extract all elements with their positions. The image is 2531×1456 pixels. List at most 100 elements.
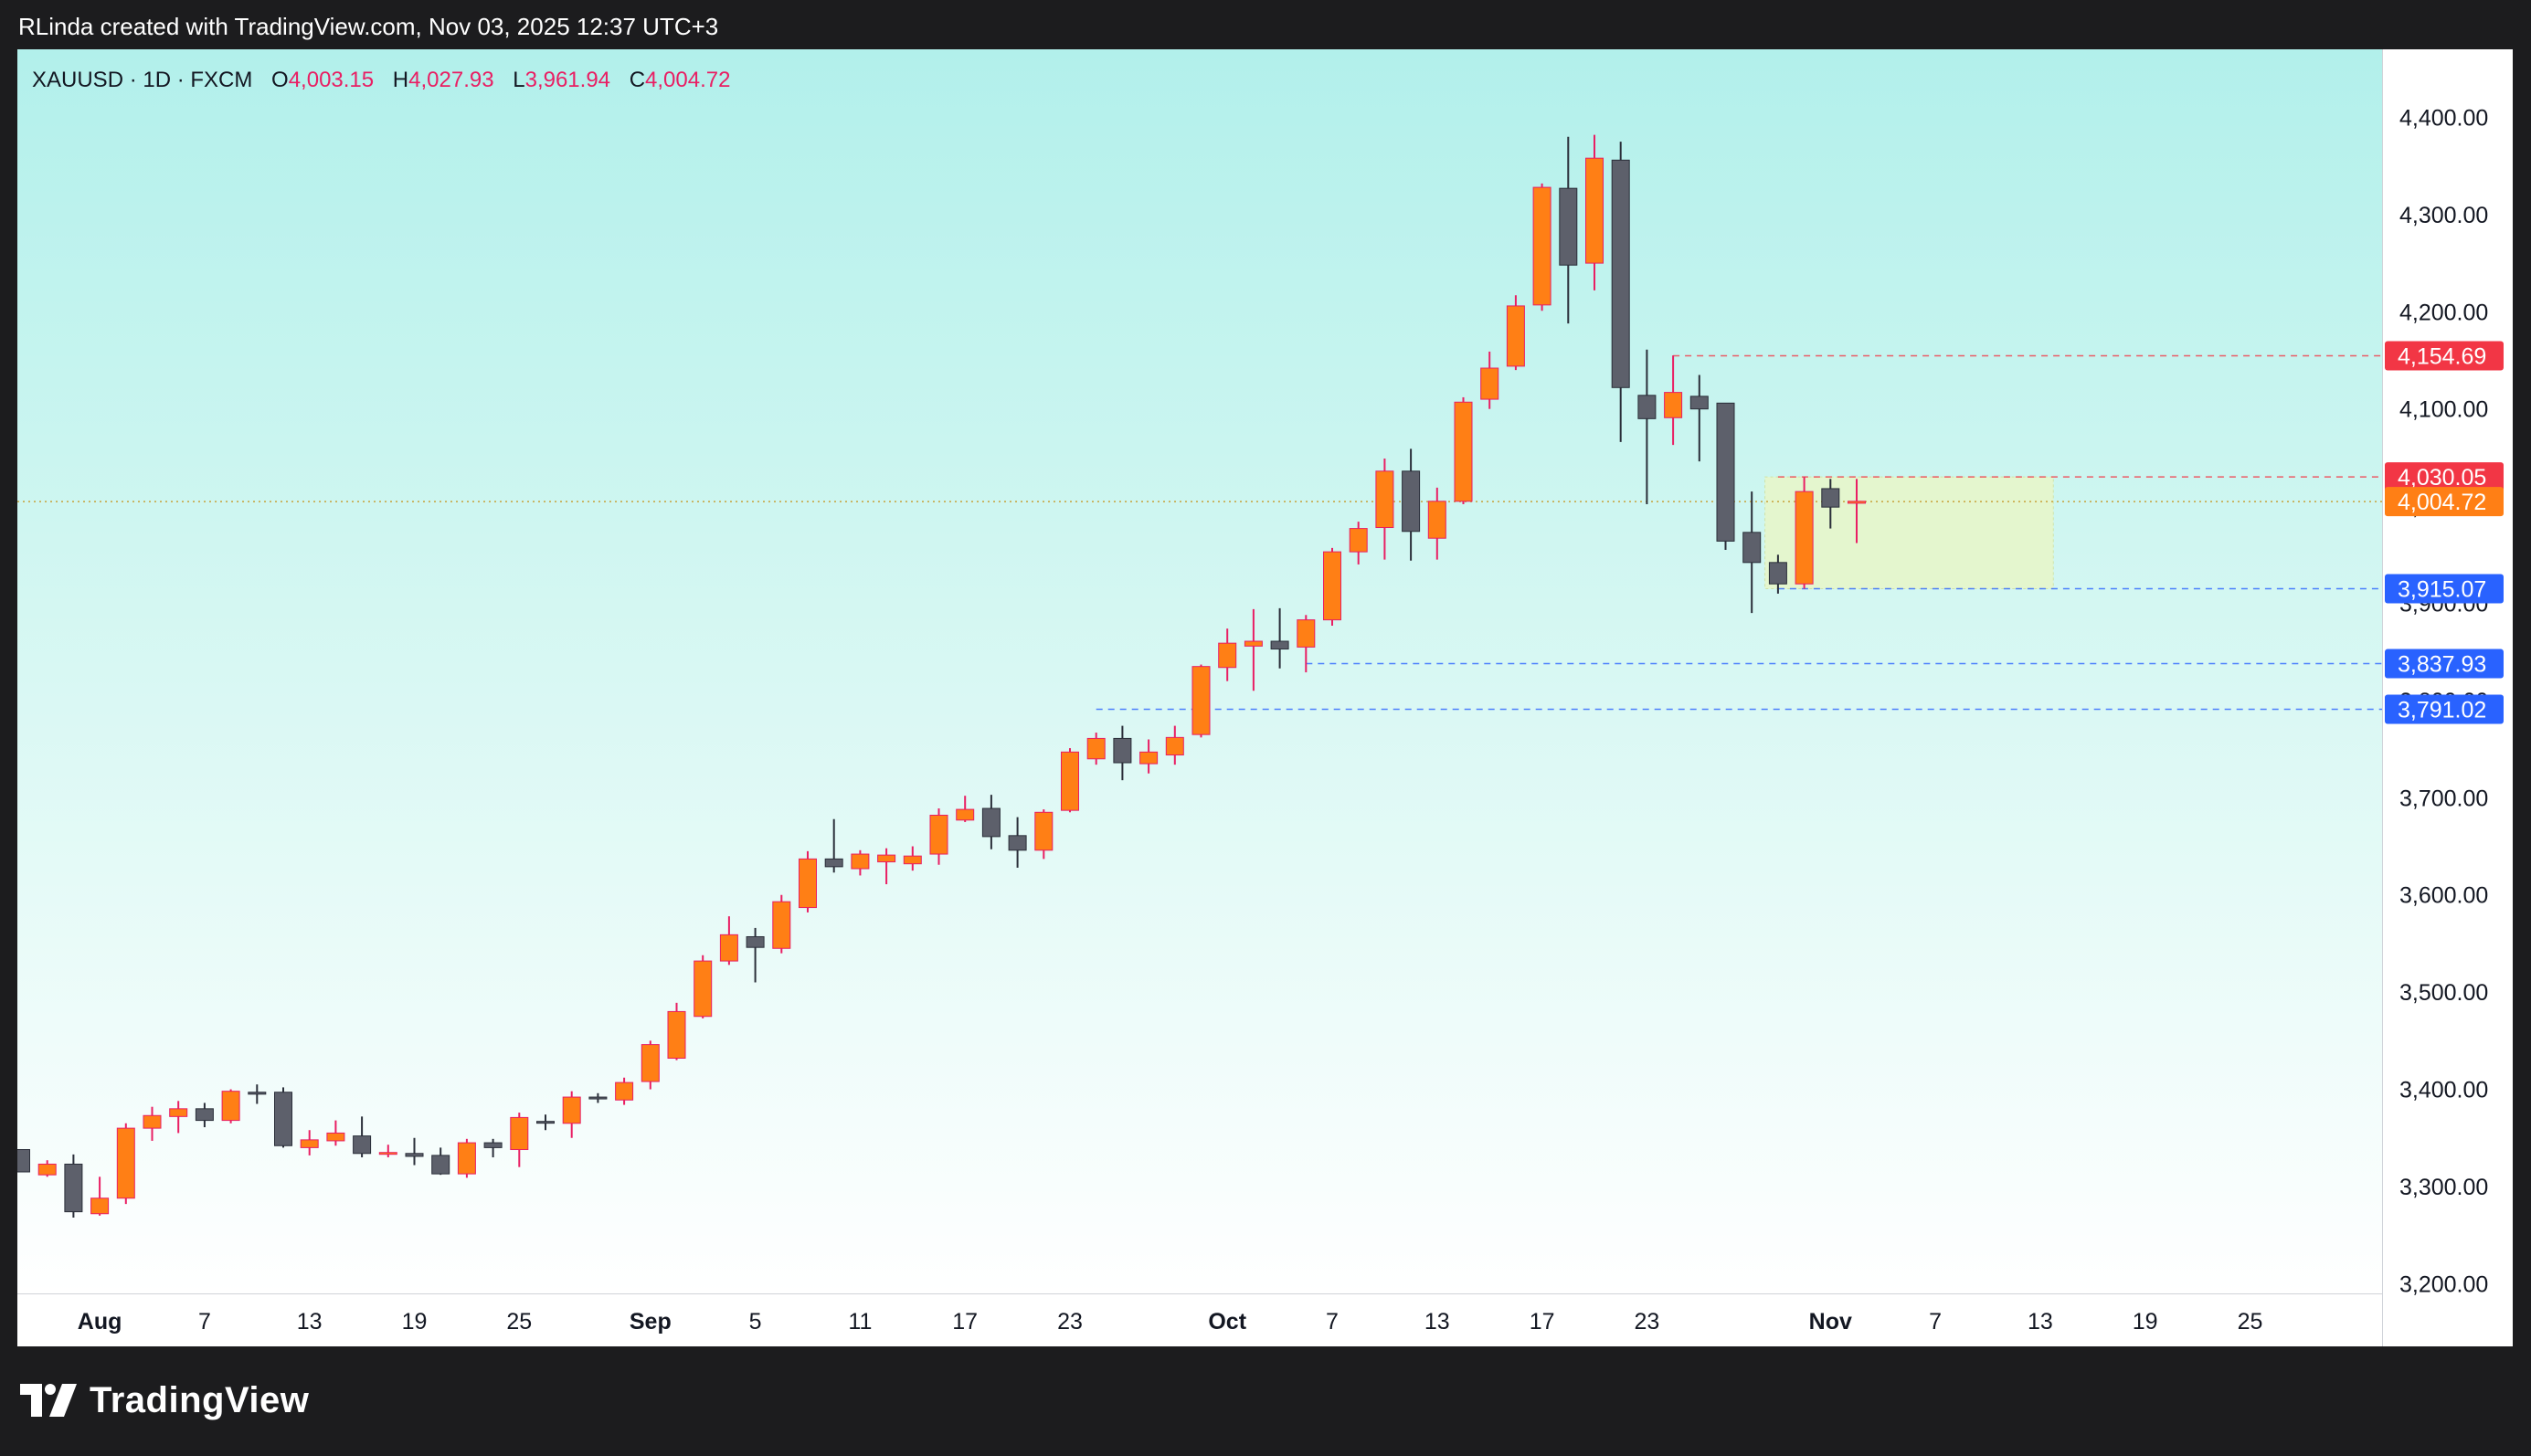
time-tick-label: Nov [1809,1309,1852,1335]
candle-body [588,1096,608,1100]
price-level-label: 3,791.02 [2398,697,2486,723]
candle-body [1375,470,1394,529]
candle-body [1402,470,1421,533]
candle-body [615,1081,634,1101]
candle-body [1454,401,1473,502]
candle-body [824,858,843,868]
candle-body [195,1108,214,1122]
candle-body [1165,736,1184,756]
candle-body [1086,737,1106,760]
candle-body [221,1091,240,1122]
candle-body [903,855,922,865]
candle-body [1689,396,1709,410]
candle-body [981,807,1001,838]
candle-body [641,1044,660,1082]
candlestick-chart [17,134,2382,1219]
price-tick-label: 3,400.00 [2399,1078,2488,1103]
price-level-label: 4,154.69 [2398,344,2486,370]
candle-body [405,1153,424,1157]
candle-body [353,1135,372,1155]
candle-body [877,854,896,863]
high-value: 4,027.93 [408,68,494,92]
time-tick-label: 13 [2028,1309,2053,1335]
price-level-label-bg [2385,462,2504,492]
candle-body [536,1121,555,1124]
candle-body [1532,186,1551,306]
price-axis[interactable]: 3,200.00 3,300.00 3,400.00 3,500.00 3,600.00… [2382,49,2513,1346]
candle-body [956,808,975,821]
price-tick-label: 4,100.00 [2399,397,2488,423]
price-tick-label: 4,200.00 [2399,300,2488,325]
candle-body [1034,811,1054,851]
open-label: O [271,68,289,92]
time-tick-label: 17 [952,1309,978,1335]
candle-body [799,858,817,909]
time-tick-label: 11 [848,1309,872,1335]
candle-body [719,934,738,962]
candle-body [1716,402,1735,542]
chart-plot-area[interactable]: XAUUSD · 1D · FXCM O4,003.15 H4,027.93 L… [17,49,2382,1293]
candle-body [929,814,948,855]
price-level-label: 3,837.93 [2398,652,2486,678]
candle-body [1506,305,1525,367]
time-tick-label: 7 [198,1309,211,1335]
candle-body [510,1116,529,1151]
candle-body [851,853,870,870]
price-level-label-bg [2385,574,2504,604]
candle-body [37,1163,57,1176]
candle-body [1480,367,1499,400]
time-tick-label: 13 [297,1309,323,1335]
price-tick-label: 3,300.00 [2399,1175,2488,1200]
time-tick-label: Aug [78,1309,122,1335]
candle-body [746,935,765,948]
current-price-label-bg [2385,487,2504,517]
chart-frame: XAUUSD · 1D · FXCM O4,003.15 H4,027.93 L… [17,49,2513,1346]
time-tick-label: 23 [1057,1309,1083,1335]
candle-body [1008,835,1027,851]
candle-body [1821,488,1840,508]
time-axis[interactable]: Aug 7 13 19 25 Sep 5 11 17 23 Oct 7 13 17 23 Nov 7 13 19 25 [17,1293,2382,1346]
top-bar: RLinda created with TradingView.com, Nov… [0,0,2531,49]
candle-body [17,1149,30,1173]
time-tick-label: 19 [402,1309,428,1335]
price-tick-label: 3,600.00 [2399,883,2488,909]
candle-body [248,1092,267,1095]
candle-body [457,1142,476,1175]
tradingview-logo-icon [20,1384,77,1417]
candle-body [1139,751,1159,765]
price-level-label-bg [2385,649,2504,679]
time-tick-label: 7 [1929,1309,1942,1335]
candle-body [1323,551,1341,621]
candle-body [1742,532,1762,564]
candle-body [667,1010,686,1059]
tradingview-logo[interactable]: TradingView [20,1377,309,1423]
time-tick-label: 25 [2238,1309,2263,1335]
candle-body [1113,737,1132,764]
time-tick-label: 25 [506,1309,532,1335]
candle-body [1637,395,1657,419]
price-axis-labels: 3,200.00 3,300.00 3,400.00 3,500.00 3,600.00… [2385,105,2504,1297]
candle-body [300,1139,319,1148]
low-value: 3,961.94 [524,68,611,92]
candle-body [116,1127,135,1199]
price-tick-label: 3,700.00 [2399,786,2488,811]
close-value: 4,004.72 [645,68,731,92]
candle-body [143,1114,162,1129]
price-level-label-bg [2385,341,2504,371]
candle-body [1559,187,1578,266]
price-tick-label: 3,500.00 [2399,980,2488,1006]
time-tick-label: 5 [749,1309,762,1335]
candle-body [1297,619,1316,648]
candle-body [274,1092,292,1146]
candle-body [326,1132,345,1142]
candle-body [169,1108,188,1117]
candle-body [1768,562,1787,585]
candle-body [483,1142,503,1148]
price-tick-label: 4,300.00 [2399,203,2488,228]
candle-body [90,1198,110,1215]
candle-body [1795,491,1814,585]
symbol-label: XAUUSD · 1D · FXCM [32,68,253,92]
price-level-label: 4,030.05 [2398,465,2486,491]
close-label: C [629,68,646,92]
candle-body [1664,392,1683,418]
